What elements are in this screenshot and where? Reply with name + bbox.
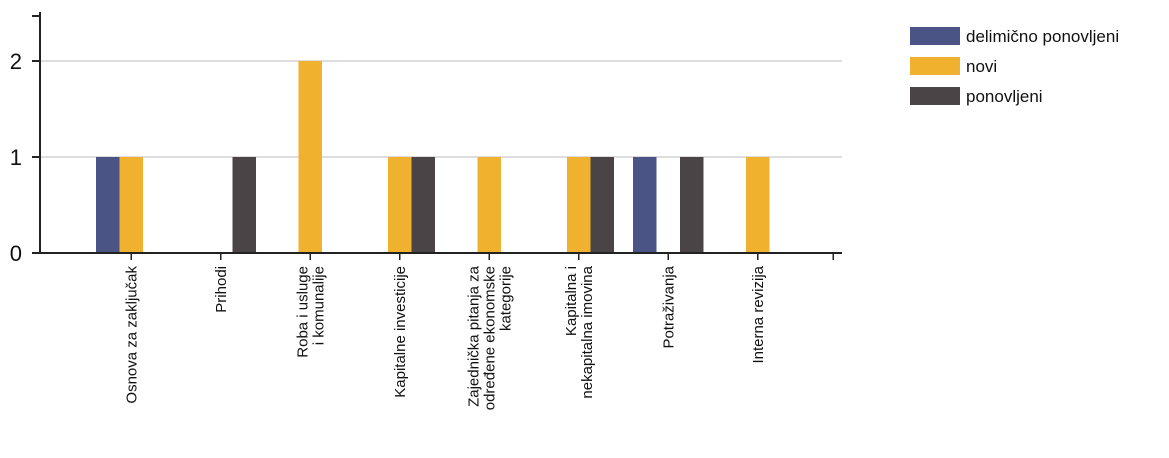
legend-label: delimično ponovljeni xyxy=(966,27,1119,46)
bar xyxy=(567,157,591,253)
legend: delimično ponovljeni novi ponovljeni xyxy=(910,27,1119,106)
category-label: Prihodi xyxy=(213,266,230,313)
bar xyxy=(680,157,704,253)
category-label: Kapitalne investicije xyxy=(392,266,409,398)
legend-label: ponovljeni xyxy=(966,87,1043,106)
y-tick-label: 0 xyxy=(10,241,22,266)
y-ticks: 0 1 2 xyxy=(10,15,40,266)
y-tick-label: 2 xyxy=(10,49,22,74)
category-label: određene ekonomske xyxy=(481,266,498,410)
bar xyxy=(388,157,412,253)
category-label: kategorije xyxy=(497,266,514,331)
category-label: i komunalije xyxy=(310,266,327,345)
category-label: Kapitalna i xyxy=(563,266,580,336)
category-label: Interna revizija xyxy=(750,265,767,363)
category-labels: Osnova za zaključak Prihodi Roba i usluge i… xyxy=(123,253,834,410)
bar xyxy=(232,157,256,253)
legend-swatch xyxy=(910,27,960,45)
legend-label: novi xyxy=(966,57,997,76)
bar xyxy=(298,61,322,253)
grid-lines xyxy=(40,60,842,158)
bar xyxy=(590,157,614,253)
category-label: Roba i usluge xyxy=(294,266,311,358)
bar xyxy=(746,157,770,253)
bar xyxy=(633,157,657,253)
y-tick-label: 1 xyxy=(10,145,22,170)
axes xyxy=(32,12,842,254)
category-label: nekapitalna imovina xyxy=(579,265,596,398)
bar xyxy=(119,157,143,253)
category-label: Zajednička pitanja za xyxy=(465,265,482,407)
bar xyxy=(96,157,120,253)
bar xyxy=(411,157,435,253)
bar xyxy=(477,157,501,253)
category-label: Osnova za zaključak xyxy=(123,266,140,404)
bars xyxy=(96,61,770,253)
legend-swatch xyxy=(910,87,960,105)
legend-swatch xyxy=(910,57,960,75)
category-label: Potraživanja xyxy=(660,265,677,348)
